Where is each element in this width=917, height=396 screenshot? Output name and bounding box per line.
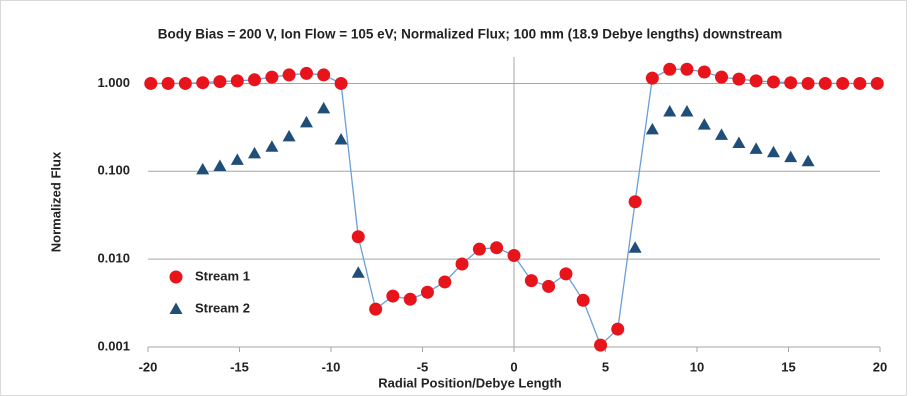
point [507,249,521,263]
point [680,62,694,76]
point [455,257,469,271]
legend-marker [169,270,183,284]
point [663,62,677,76]
legend-marker [169,302,183,314]
point [230,153,244,165]
point [697,65,711,79]
point [697,118,711,130]
point [144,76,158,90]
point [299,115,313,128]
point [801,76,815,90]
point [438,275,452,289]
point [611,322,625,336]
point [299,66,313,80]
point [853,76,867,90]
point [213,159,227,171]
point [801,154,815,167]
point [645,71,659,85]
point [265,70,279,84]
point [490,241,504,255]
point [818,76,832,90]
point [715,128,729,140]
point [265,140,279,152]
x-tick-label: 15 [781,359,795,374]
point [749,74,763,88]
point [178,76,192,90]
point [870,76,884,90]
point [403,292,417,306]
point [594,338,608,352]
point [524,274,538,288]
y-tick-label: 0.100 [97,163,130,178]
chart-title: Body Bias = 200 V, Ion Flow = 105 eV; No… [158,27,782,42]
point [282,68,296,82]
point [766,145,780,158]
y-tick-label: 0.010 [97,251,130,266]
point [836,76,850,90]
x-tick-label: -5 [417,359,429,374]
x-tick-label: 0 [510,359,517,374]
point [645,122,659,135]
point [749,142,763,154]
point [317,101,331,114]
point [196,162,210,175]
point [628,195,642,209]
point [334,133,348,145]
y-tick-label: 0.001 [97,338,130,353]
point [161,76,175,90]
point [386,289,400,303]
point [351,266,365,278]
point [351,230,365,244]
point [317,68,331,82]
x-tick-label: -10 [322,359,341,374]
x-tick-label: 20 [873,359,887,374]
point [576,293,590,307]
point [715,70,729,84]
point [369,302,383,316]
point [559,267,573,281]
x-tick-label: 5 [602,359,609,374]
point [680,104,694,117]
point [732,136,746,148]
point [766,75,780,89]
point [472,242,486,256]
x-axis-title: Radial Position/Debye Length [378,375,562,390]
x-tick-label: 10 [690,359,704,374]
point [542,279,556,293]
x-tick-label: -20 [139,359,158,374]
point [248,146,262,159]
point [230,74,244,88]
legend-label: Stream 2 [195,300,250,315]
point [663,104,677,117]
point [628,241,642,253]
legend-label: Stream 1 [195,268,250,283]
point [213,75,227,89]
point [784,150,798,163]
point [248,73,262,87]
point [732,72,746,86]
point [196,76,210,90]
point [420,285,434,299]
point [282,129,296,142]
x-tick-label: -15 [230,359,249,374]
y-tick-label: 1.000 [97,75,130,90]
point [334,76,348,90]
point [784,76,798,90]
y-axis-title: Normalized Flux [48,151,63,252]
